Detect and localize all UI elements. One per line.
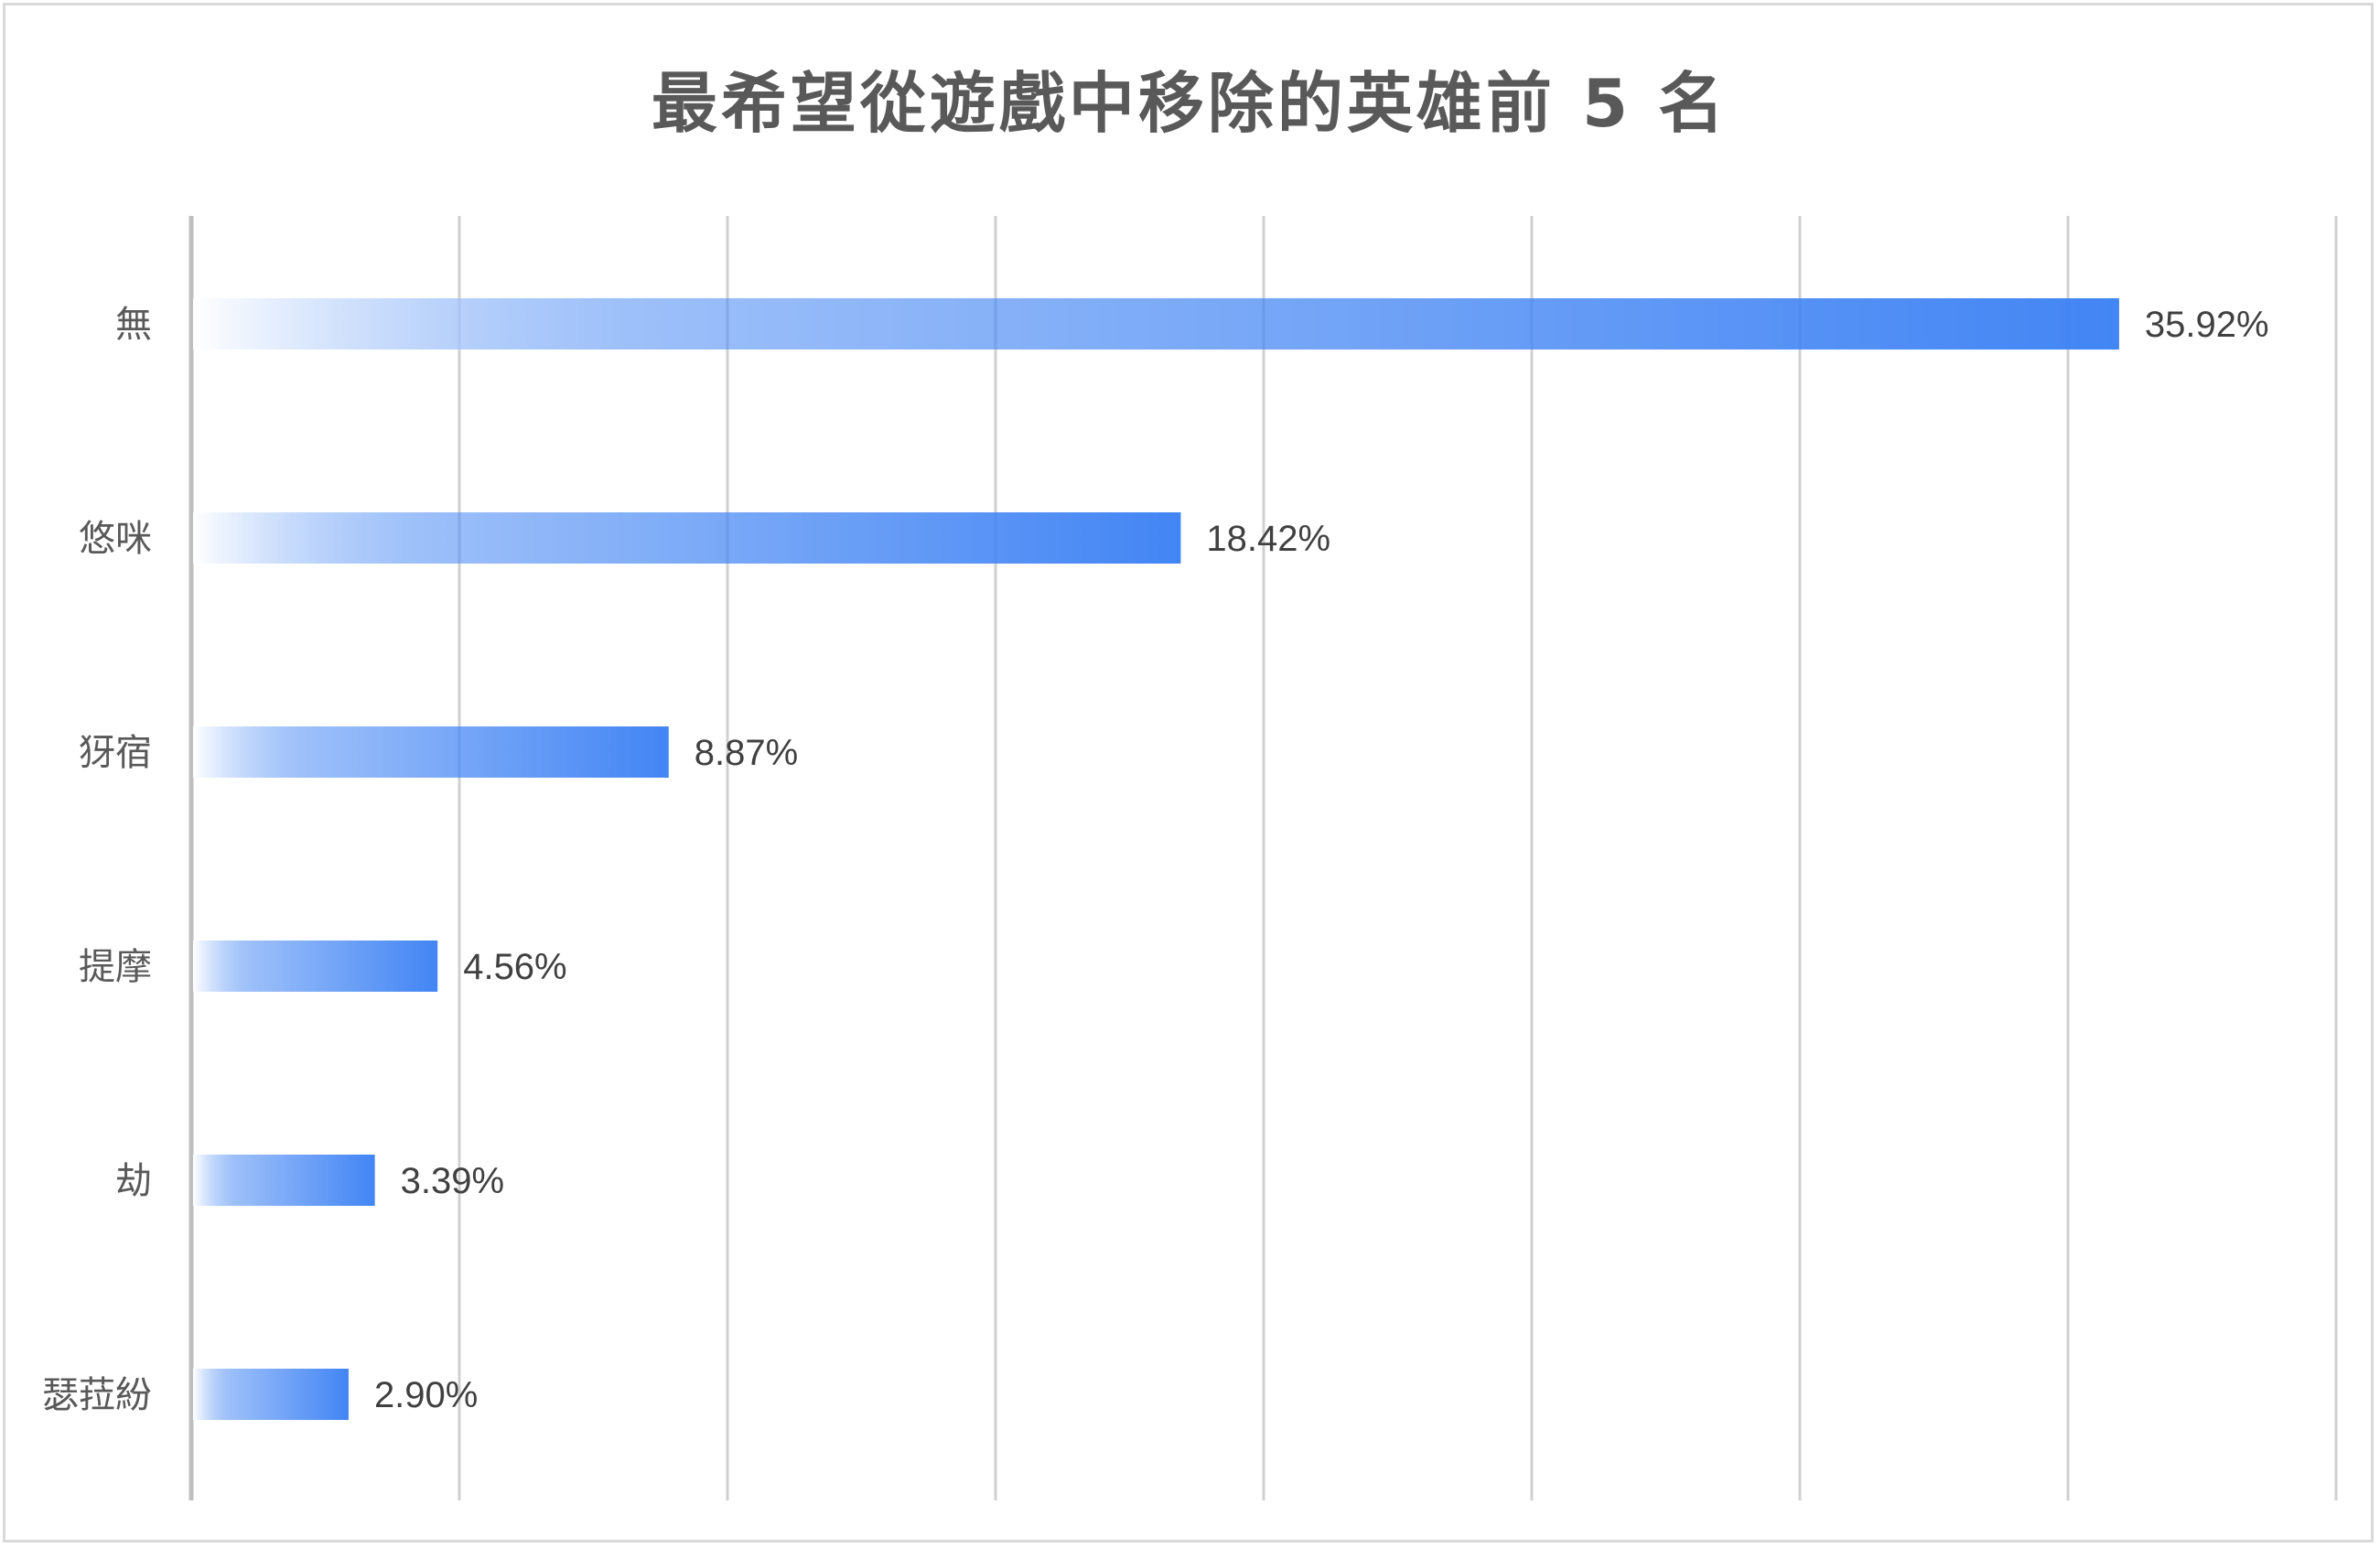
- bar-3: [193, 726, 669, 778]
- value-label: 3.39%: [401, 1161, 504, 1201]
- value-labels: 35.92% 18.42% 8.87% 4.56% 3.39% 2.90%: [374, 305, 2269, 1415]
- bar-1: [193, 298, 2119, 349]
- bar-6: [193, 1369, 349, 1420]
- category-label: 悠咪: [79, 518, 152, 560]
- bar-2: [193, 512, 1181, 564]
- category-label: 無: [115, 304, 152, 346]
- gridlines: [188, 216, 2338, 1500]
- bar-5: [193, 1155, 375, 1206]
- category-label: 劫: [115, 1160, 152, 1202]
- category-label: 犽宿: [79, 732, 152, 774]
- bar-4: [193, 941, 438, 992]
- category-label: 提摩: [79, 946, 152, 988]
- bars: [193, 298, 2119, 1420]
- value-label: 35.92%: [2145, 305, 2269, 345]
- value-label: 18.42%: [1206, 519, 1330, 559]
- category-label: 瑟菈紛: [42, 1374, 152, 1416]
- chart-title: 最希望從遊戲中移除的英雄前 5 名: [652, 65, 1728, 142]
- value-label: 4.56%: [463, 947, 566, 987]
- value-label: 2.90%: [374, 1375, 478, 1415]
- value-label: 8.87%: [695, 733, 798, 773]
